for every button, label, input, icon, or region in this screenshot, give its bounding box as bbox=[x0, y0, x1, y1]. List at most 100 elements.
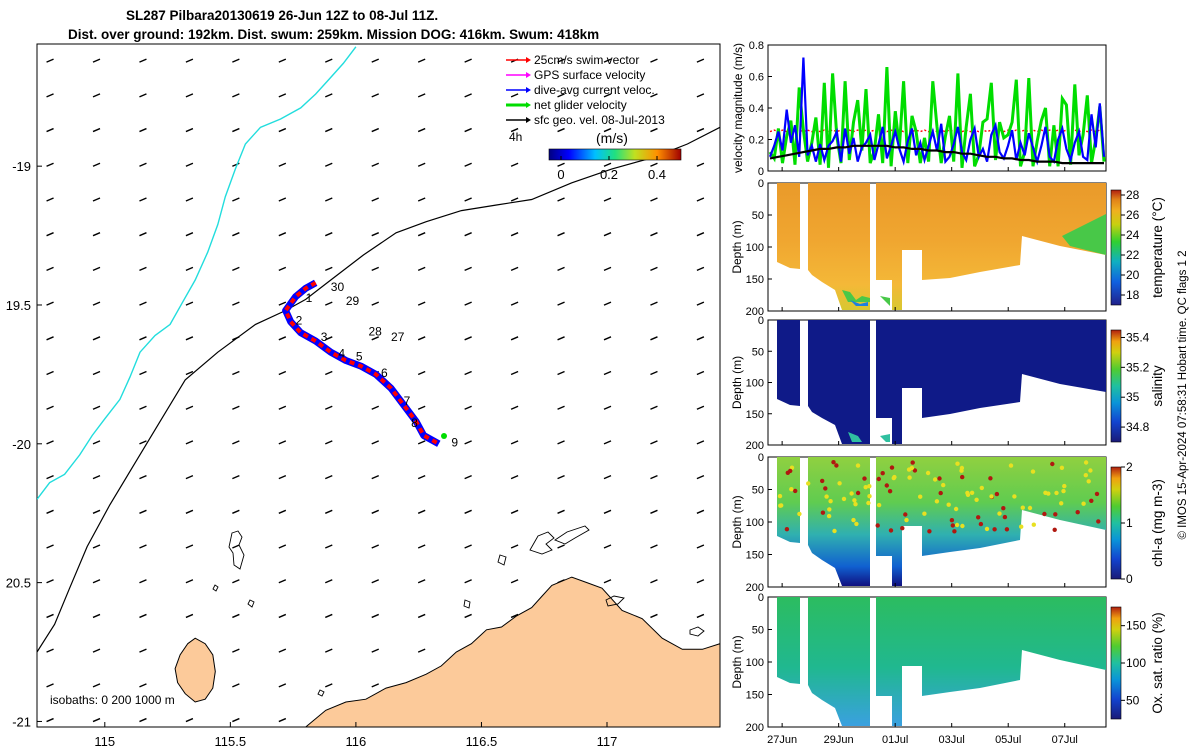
oxygen-section bbox=[777, 597, 1106, 726]
chl-dot bbox=[988, 476, 993, 481]
geo-arrow bbox=[603, 58, 612, 63]
geo-arrow bbox=[139, 440, 147, 445]
geo-arrow bbox=[278, 370, 287, 376]
geo-arrow bbox=[696, 301, 705, 306]
geo-arrow bbox=[510, 266, 519, 272]
geo-arrow bbox=[510, 197, 519, 202]
salinity-panel bbox=[767, 319, 1122, 446]
legend-arrowhead bbox=[526, 57, 531, 63]
geo-arrow bbox=[510, 613, 519, 619]
colorbar-label: temperature (°C) bbox=[1150, 197, 1165, 298]
geo-arrow bbox=[278, 474, 287, 480]
geo-arrow bbox=[603, 405, 612, 410]
geo-arrow bbox=[603, 197, 612, 202]
geo-arrow bbox=[46, 579, 54, 584]
chl-dot bbox=[984, 526, 990, 532]
depth-tick-label: 200 bbox=[746, 306, 764, 318]
legend-entry: dive-avg current veloc. bbox=[534, 83, 655, 97]
chl-dot bbox=[960, 523, 965, 529]
geo-arrow bbox=[232, 440, 240, 445]
geo-arrow bbox=[139, 717, 147, 723]
geo-arrow bbox=[371, 301, 380, 306]
chl-dot bbox=[789, 487, 794, 492]
geo-arrow bbox=[464, 405, 472, 410]
colorbar-tick-label: 0 bbox=[1126, 572, 1133, 586]
geo-arrow bbox=[278, 613, 287, 619]
geo-arrow bbox=[92, 474, 101, 480]
geo-arrow bbox=[464, 162, 472, 167]
isobaths-label: isobaths: 0 200 1000 m bbox=[50, 693, 175, 707]
chl-dot bbox=[976, 515, 981, 520]
geo-arrow bbox=[650, 579, 658, 584]
geo-arrow bbox=[371, 93, 380, 98]
geo-arrow bbox=[371, 266, 380, 272]
legend-arrowhead bbox=[526, 102, 531, 108]
geo-arrow bbox=[46, 717, 54, 723]
geo-arrow bbox=[139, 58, 147, 63]
chl-dot bbox=[932, 477, 938, 482]
small-islands bbox=[212, 525, 705, 697]
geo-arrow bbox=[557, 58, 565, 63]
geo-arrow bbox=[325, 197, 333, 202]
geo-arrow bbox=[139, 232, 147, 237]
geo-arrow bbox=[185, 370, 194, 376]
chl-dot bbox=[855, 463, 861, 468]
geo-arrow bbox=[557, 405, 565, 410]
velocity-y-tick-label: 0.4 bbox=[749, 103, 764, 115]
geo-arrow bbox=[371, 58, 380, 63]
geo-arrow bbox=[232, 232, 240, 237]
geo-arrow bbox=[46, 127, 54, 133]
geo-arrow bbox=[464, 440, 472, 445]
geo-arrow bbox=[603, 232, 612, 237]
chl-dot bbox=[960, 474, 965, 480]
geo-arrow bbox=[232, 127, 240, 133]
geo-arrow bbox=[417, 127, 426, 133]
chl-dot bbox=[852, 498, 857, 503]
geo-arrow bbox=[417, 58, 426, 63]
geo-arrow bbox=[232, 509, 240, 514]
geo-arrow bbox=[464, 336, 472, 341]
mainland-coast bbox=[304, 576, 720, 727]
geo-arrow bbox=[139, 301, 147, 306]
geo-arrow bbox=[139, 197, 147, 202]
salinity-section bbox=[777, 320, 1106, 444]
day-label: 5 bbox=[356, 350, 363, 364]
time-tick-label: 01Jul bbox=[882, 734, 908, 746]
geo-arrow bbox=[603, 579, 612, 584]
geo-arrow bbox=[510, 127, 519, 133]
geo-arrow bbox=[417, 440, 426, 445]
geo-arrow bbox=[417, 544, 426, 549]
oxygen-colorbar bbox=[1110, 606, 1122, 720]
geo-arrow bbox=[92, 544, 101, 549]
geo-arrow bbox=[278, 509, 287, 514]
geo-arrow bbox=[325, 440, 333, 445]
chl-dot bbox=[994, 491, 1000, 497]
velocity-y-tick-label: 0.2 bbox=[749, 135, 764, 147]
chl-dot bbox=[777, 493, 783, 499]
chl-dot bbox=[907, 475, 912, 480]
geo-arrow bbox=[46, 509, 54, 514]
geo-arrow bbox=[92, 613, 101, 619]
chl-dot bbox=[1008, 463, 1014, 468]
colorbar-tick-label: 24 bbox=[1126, 228, 1140, 242]
day-label: 9 bbox=[451, 436, 458, 450]
chl-dot bbox=[954, 522, 960, 528]
geo-arrow bbox=[92, 197, 101, 202]
colorbar-label: Ox. sat. ratio (%) bbox=[1150, 612, 1165, 713]
geo-arrow bbox=[417, 509, 426, 514]
temperature-cold-tip bbox=[850, 300, 868, 306]
geo-arrow bbox=[139, 683, 147, 688]
geo-arrow bbox=[92, 717, 101, 723]
depth-tick-label: 0 bbox=[758, 452, 764, 464]
geo-arrow bbox=[185, 162, 194, 167]
map-y-tick-label: -21 bbox=[12, 714, 31, 729]
depth-tick-label: 150 bbox=[746, 690, 764, 702]
geo-arrow bbox=[650, 336, 658, 341]
chl-dot bbox=[938, 490, 943, 496]
chl-dot bbox=[826, 513, 832, 519]
geo-arrow bbox=[557, 440, 565, 445]
map-y-tick-label: -19 bbox=[12, 159, 31, 174]
chl-dot bbox=[867, 484, 872, 489]
geo-arrow bbox=[464, 232, 472, 237]
